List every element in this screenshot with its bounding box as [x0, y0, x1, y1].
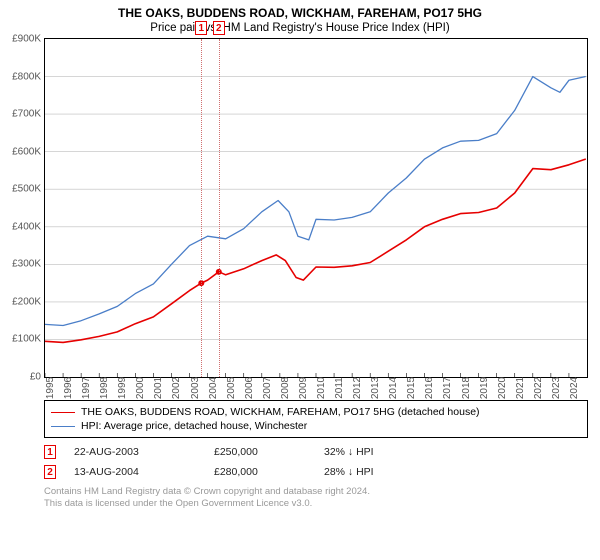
x-tick-label: 2003 [190, 377, 201, 399]
event-row: 2 13-AUG-2004 £280,000 28% ↓ HPI [44, 462, 588, 482]
legend-label: THE OAKS, BUDDENS ROAD, WICKHAM, FAREHAM… [81, 406, 480, 418]
x-tick-label: 2012 [352, 377, 363, 399]
event-marker-icon: 2 [213, 21, 225, 35]
event-marker-icon: 2 [44, 465, 56, 479]
x-tick-label: 2021 [515, 377, 526, 399]
y-tick-label: £0 [1, 372, 41, 383]
credit-line: Contains HM Land Registry data © Crown c… [44, 486, 588, 498]
y-tick-label: £200K [1, 296, 41, 307]
chart-svg [45, 39, 587, 377]
legend-swatch [51, 412, 75, 413]
chart-plot-area: £0£100K£200K£300K£400K£500K£600K£700K£80… [44, 38, 588, 378]
event-date: 22-AUG-2003 [56, 446, 214, 458]
event-marker-icon: 1 [44, 445, 56, 459]
event-marker-icon: 1 [195, 21, 207, 35]
credit-text: Contains HM Land Registry data © Crown c… [44, 486, 588, 510]
y-tick-label: £300K [1, 259, 41, 270]
x-tick-label: 2016 [424, 377, 435, 399]
y-tick-label: £600K [1, 146, 41, 157]
x-tick-label: 1997 [81, 377, 92, 399]
events-table: 1 22-AUG-2003 £250,000 32% ↓ HPI 2 13-AU… [44, 442, 588, 482]
event-guideline [201, 39, 202, 377]
x-tick-label: 2006 [244, 377, 255, 399]
x-tick-label: 2001 [153, 377, 164, 399]
y-tick-label: £500K [1, 184, 41, 195]
x-tick-label: 2002 [171, 377, 182, 399]
x-tick-label: 2020 [497, 377, 508, 399]
x-tick-label: 2018 [461, 377, 472, 399]
x-tick-label: 2019 [479, 377, 490, 399]
x-tick-label: 2005 [226, 377, 237, 399]
x-tick-label: 2009 [298, 377, 309, 399]
event-row: 1 22-AUG-2003 £250,000 32% ↓ HPI [44, 442, 588, 462]
y-tick-label: £800K [1, 71, 41, 82]
y-tick-label: £100K [1, 334, 41, 345]
x-tick-label: 1999 [117, 377, 128, 399]
event-delta: 28% ↓ HPI [324, 466, 588, 478]
legend-swatch [51, 426, 75, 427]
event-guideline [219, 39, 220, 377]
x-tick-label: 1996 [63, 377, 74, 399]
x-tick-label: 2022 [533, 377, 544, 399]
legend-label: HPI: Average price, detached house, Winc… [81, 420, 307, 432]
event-delta: 32% ↓ HPI [324, 446, 588, 458]
x-tick-label: 2015 [406, 377, 417, 399]
x-tick-label: 2013 [370, 377, 381, 399]
legend-item: HPI: Average price, detached house, Winc… [51, 419, 581, 433]
x-tick-label: 2004 [208, 377, 219, 399]
y-tick-label: £700K [1, 109, 41, 120]
legend: THE OAKS, BUDDENS ROAD, WICKHAM, FAREHAM… [44, 400, 588, 438]
event-date: 13-AUG-2004 [56, 466, 214, 478]
event-price: £280,000 [214, 466, 324, 478]
x-tick-label: 2007 [262, 377, 273, 399]
x-tick-label: 2011 [334, 377, 345, 399]
x-tick-label: 2008 [280, 377, 291, 399]
x-tick-label: 1995 [45, 377, 56, 399]
x-tick-label: 2023 [551, 377, 562, 399]
x-tick-label: 2014 [388, 377, 399, 399]
x-tick-label: 2010 [316, 377, 327, 399]
credit-line: This data is licensed under the Open Gov… [44, 498, 588, 510]
legend-item: THE OAKS, BUDDENS ROAD, WICKHAM, FAREHAM… [51, 405, 581, 419]
x-tick-label: 1998 [99, 377, 110, 399]
chart-subtitle: Price paid vs. HM Land Registry's House … [0, 20, 600, 38]
x-tick-label: 2000 [135, 377, 146, 399]
event-price: £250,000 [214, 446, 324, 458]
x-tick-label: 2024 [569, 377, 580, 399]
y-tick-label: £900K [1, 34, 41, 45]
x-tick-label: 2017 [442, 377, 453, 399]
y-tick-label: £400K [1, 221, 41, 232]
chart-title: THE OAKS, BUDDENS ROAD, WICKHAM, FAREHAM… [0, 0, 600, 20]
